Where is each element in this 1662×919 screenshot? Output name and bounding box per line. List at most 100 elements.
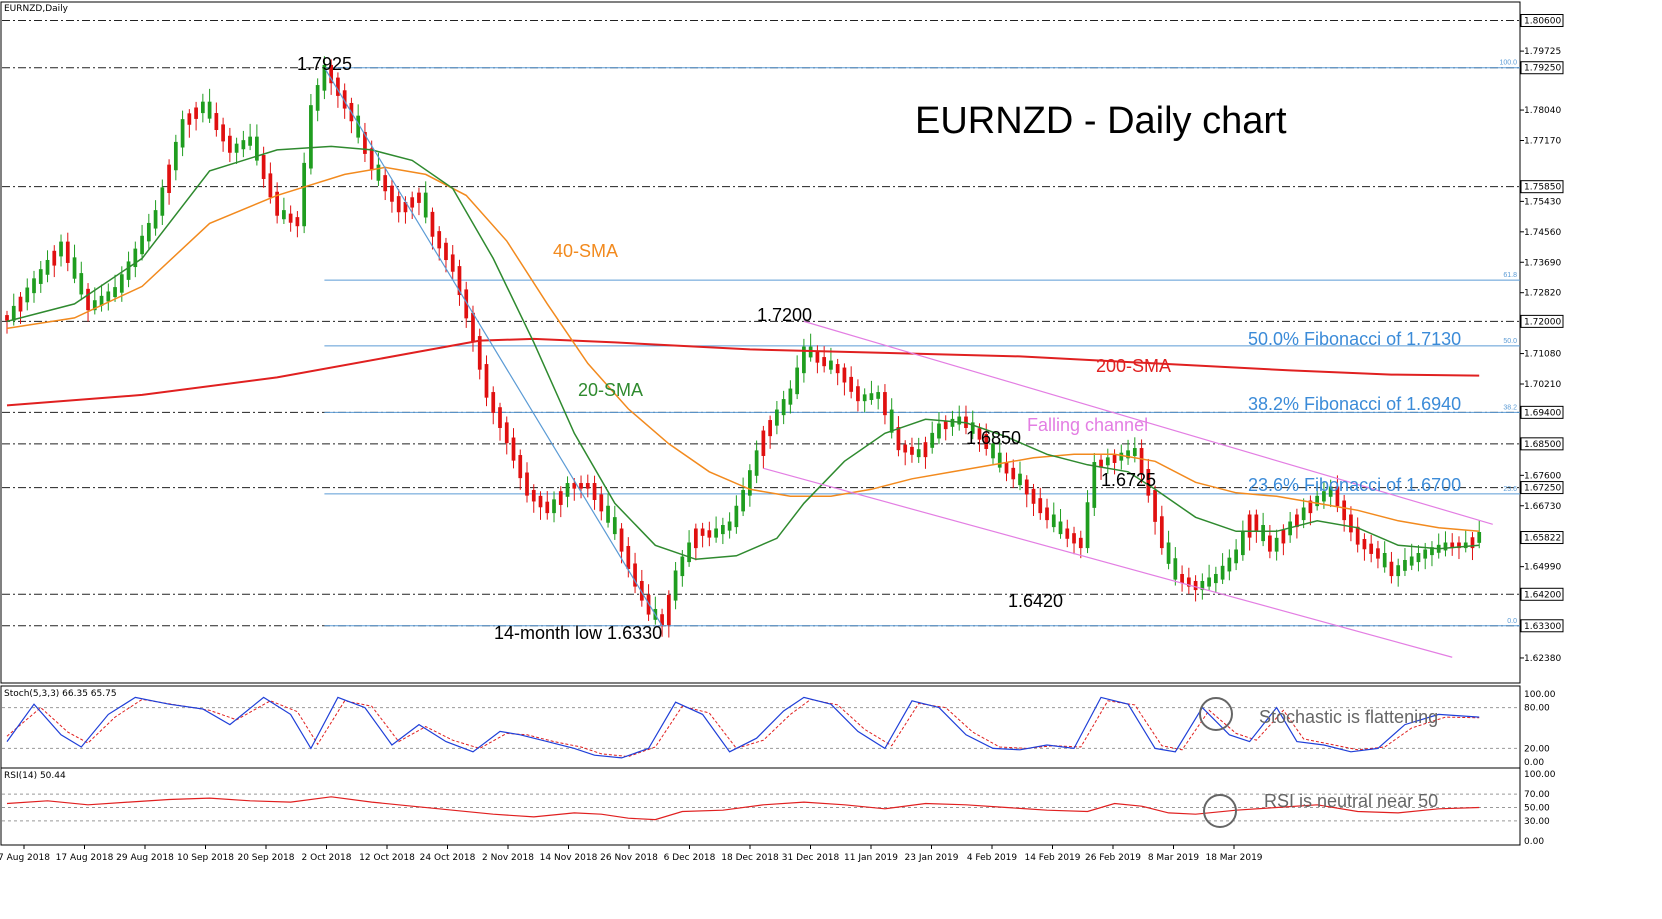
date-tick-label: 26 Feb 2019 bbox=[1085, 853, 1141, 863]
price-tick-label: 1.75430 bbox=[1524, 197, 1561, 207]
price-tick-label: 1.74560 bbox=[1524, 228, 1561, 238]
price-label-box bbox=[1520, 531, 1564, 545]
candle-body bbox=[538, 495, 543, 508]
candle-body bbox=[930, 432, 935, 448]
candle-body bbox=[1457, 542, 1461, 549]
candle-body bbox=[160, 187, 165, 216]
rsi-highlight-circle bbox=[1203, 794, 1237, 828]
candle-body bbox=[369, 148, 374, 171]
chart-annotation: 1.6725 bbox=[1101, 470, 1156, 490]
candle-body bbox=[1031, 488, 1036, 504]
candle-body bbox=[592, 483, 597, 500]
candle-body bbox=[403, 201, 408, 213]
fib-tag: 100.0 bbox=[1499, 60, 1517, 67]
candle-body bbox=[1186, 577, 1191, 587]
candle-body bbox=[342, 90, 347, 109]
candle-body bbox=[646, 594, 651, 615]
stochastic-label: Stoch(5,3,3) 66.35 65.75 bbox=[4, 689, 117, 699]
rsi-tick-label: 30.00 bbox=[1524, 817, 1550, 827]
candle-body bbox=[423, 192, 428, 218]
candle-body bbox=[376, 164, 381, 181]
price-label-box bbox=[1520, 481, 1564, 495]
candle-body bbox=[146, 222, 151, 242]
candle-body bbox=[457, 266, 462, 296]
date-tick-label: 26 Nov 2018 bbox=[600, 853, 658, 863]
price-tick-label: 1.69400 bbox=[1524, 408, 1561, 418]
candle-body bbox=[173, 141, 178, 171]
candle-body bbox=[883, 392, 887, 416]
candle-body bbox=[1051, 514, 1056, 528]
stochastic-highlight-circle bbox=[1199, 697, 1233, 731]
candle-body bbox=[673, 570, 678, 601]
candle-body bbox=[1085, 502, 1090, 549]
candle-body bbox=[761, 430, 766, 456]
candle-body bbox=[234, 143, 239, 153]
sma-200-line bbox=[6, 337, 1480, 407]
price-tick-label: 1.80600 bbox=[1524, 16, 1561, 26]
candle-body bbox=[707, 530, 712, 538]
date-tick-label: 10 Sep 2018 bbox=[177, 853, 234, 863]
candle-body bbox=[558, 491, 563, 505]
candle-body bbox=[484, 364, 489, 398]
candle-body bbox=[896, 427, 901, 451]
candle-body bbox=[1396, 565, 1401, 577]
candle-body bbox=[1180, 573, 1184, 584]
rsi-tick-label: 50.00 bbox=[1524, 804, 1550, 814]
candle-body bbox=[221, 124, 225, 142]
candle-body bbox=[1220, 565, 1225, 580]
candle-body bbox=[214, 113, 219, 131]
candle-body bbox=[1207, 577, 1211, 587]
chart-title: EURNZD - Daily chart bbox=[915, 100, 1287, 142]
price-tick-label: 1.65822 bbox=[1524, 534, 1561, 544]
candle-body bbox=[1369, 543, 1374, 554]
chart-annotation: 1.7200 bbox=[757, 305, 812, 325]
candle-body bbox=[261, 155, 266, 179]
price-label-box bbox=[1520, 61, 1564, 75]
fib-tag: 38.2 bbox=[1503, 404, 1517, 411]
candle-body bbox=[1193, 580, 1198, 591]
stochastic-tick-label: 100.00 bbox=[1524, 690, 1556, 700]
candle-body bbox=[86, 288, 90, 311]
candle-body bbox=[808, 346, 813, 358]
candle-body bbox=[1281, 529, 1286, 544]
candle-body bbox=[187, 113, 192, 125]
candle-body bbox=[309, 105, 313, 169]
candle-body bbox=[18, 296, 23, 312]
candle-body bbox=[315, 85, 320, 111]
candle-body bbox=[477, 336, 482, 370]
candle-body bbox=[957, 416, 962, 425]
chart-annotation: 1.6850 bbox=[966, 428, 1021, 448]
price-tick-label: 1.68500 bbox=[1524, 440, 1561, 450]
candle-body bbox=[910, 446, 914, 455]
candle-body bbox=[1295, 514, 1299, 528]
candle-body bbox=[903, 444, 908, 453]
candle-body bbox=[1159, 516, 1164, 549]
date-tick-label: 24 Oct 2018 bbox=[420, 853, 476, 863]
chart-annotation: 23.6% Fibonacci of 1.6700 bbox=[1248, 475, 1461, 495]
candle-body bbox=[207, 101, 212, 119]
price-tick-label: 1.66730 bbox=[1524, 502, 1561, 512]
date-tick-label: 18 Mar 2019 bbox=[1205, 853, 1262, 863]
date-tick-label: 23 Jan 2019 bbox=[905, 853, 959, 863]
fib-tag: 61.8 bbox=[1503, 272, 1517, 279]
date-tick-label: 7 Aug 2018 bbox=[0, 853, 50, 863]
candle-body bbox=[1112, 455, 1117, 463]
candle-body bbox=[1213, 573, 1218, 584]
candle-body bbox=[815, 351, 820, 363]
candle-body bbox=[302, 162, 307, 227]
candle-body bbox=[619, 528, 624, 552]
candle-body bbox=[11, 305, 16, 321]
candle-body bbox=[1268, 535, 1272, 552]
candle-body bbox=[241, 140, 246, 150]
price-tick-label: 1.79250 bbox=[1524, 64, 1561, 74]
fib-tag: 23.6 bbox=[1503, 486, 1517, 493]
price-tick-label: 1.64200 bbox=[1524, 590, 1561, 600]
candle-body bbox=[687, 542, 691, 563]
date-axis: 7 Aug 2018 17 Aug 2018 29 Aug 2018 10 Sep 2… bbox=[0, 845, 1263, 863]
candle-body bbox=[1355, 526, 1360, 545]
candle-body bbox=[1322, 491, 1326, 502]
candle-body bbox=[639, 580, 644, 601]
candle-body bbox=[248, 136, 252, 146]
candle-body bbox=[660, 614, 664, 626]
price-label-box bbox=[1520, 13, 1564, 27]
